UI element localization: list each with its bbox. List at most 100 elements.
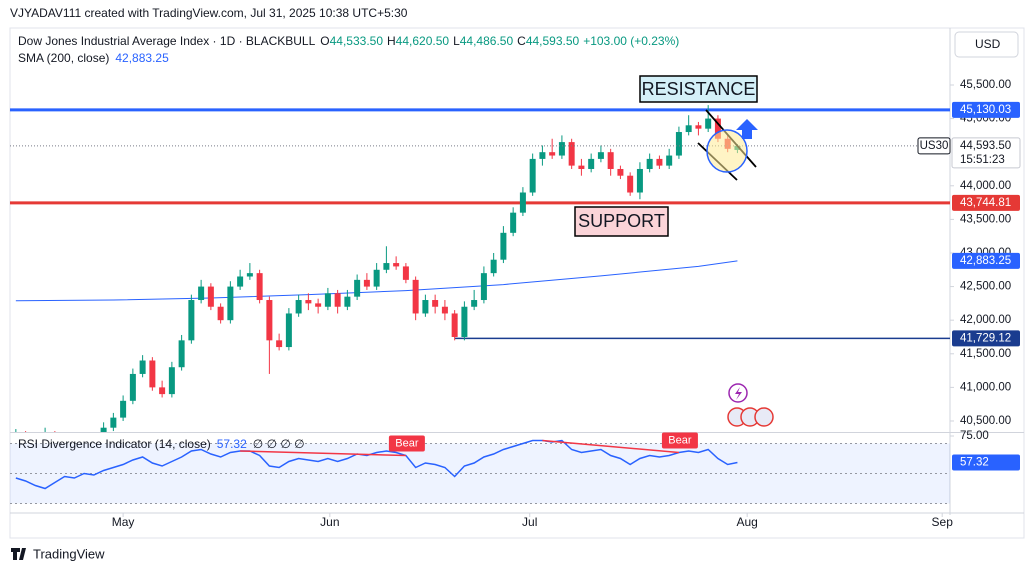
candle-body [558, 142, 565, 156]
candle-body [402, 266, 409, 280]
candle-body [168, 367, 175, 395]
currency: USD [975, 37, 1001, 51]
candle-body [100, 427, 107, 432]
annotation-box [574, 206, 669, 237]
candle-body [539, 152, 546, 159]
candle-body [451, 313, 458, 337]
divergence-line [240, 450, 406, 457]
divergence-label: Bear [395, 437, 419, 449]
up-arrow [736, 119, 758, 139]
candle-body [529, 158, 536, 193]
y-tick-label: 42,500.00 [960, 281, 1011, 293]
level-label: 43,744.81 [960, 197, 1011, 209]
candle-body [246, 273, 253, 277]
y-tick-label: 44,000.00 [960, 180, 1011, 192]
candle-body [675, 132, 682, 156]
flag-icon[interactable] [754, 407, 774, 427]
divergence-label: Bear [668, 434, 692, 446]
candle-body [256, 273, 263, 301]
candle-body [237, 276, 244, 287]
currency-button[interactable] [954, 31, 1019, 58]
candle-body [227, 286, 234, 321]
divergence-label-box [661, 432, 698, 449]
countdown: 15:51:23 [960, 154, 1005, 166]
sma-name: SMA (200, close) [18, 51, 109, 65]
x-tick-label: Aug [736, 515, 757, 529]
candle-body [178, 340, 185, 368]
level-label-box [952, 194, 1020, 211]
candle-body [627, 175, 634, 193]
ohlc-value: 44,620.50 [396, 34, 450, 48]
candle-body [480, 273, 487, 301]
ohlc-key: C [517, 34, 526, 48]
candle-body [159, 387, 166, 395]
ohlc-key: L [453, 34, 460, 48]
x-tick-label: Jun [320, 515, 339, 529]
candle-body [324, 293, 331, 307]
candle-body [344, 296, 351, 307]
rsi-legend: RSI Divergence Indicator (14, close) 57.3… [18, 437, 305, 451]
last-price: 44,593.50 [960, 140, 1011, 152]
candle-body [266, 300, 273, 341]
level-label: 41,729.12 [960, 332, 1011, 344]
overlay: RESISTANCE SUPPORT [574, 75, 774, 427]
y-tick-label: 40,500.00 [960, 415, 1011, 427]
sma-axis-label: 42,883.25 [960, 255, 1011, 267]
candle-body [714, 118, 721, 139]
candle-body [549, 152, 556, 156]
rsi-name: RSI Divergence Indicator (14, close) [18, 437, 211, 451]
rsi-axis-label: 57.32 [960, 457, 989, 469]
candle-body [393, 263, 400, 267]
level-label: 45,130.03 [960, 104, 1011, 116]
candle-body [490, 259, 497, 274]
sma-line [15, 260, 738, 302]
candle-body [500, 232, 507, 260]
candle-body [422, 300, 429, 314]
candle-body [705, 118, 712, 129]
candle-body [120, 400, 127, 418]
candle-body [315, 303, 322, 307]
candle-body [373, 269, 380, 287]
y-tick-label: 41,500.00 [960, 348, 1011, 360]
candle-body [217, 306, 224, 321]
change: +103.00 (+0.23%) [583, 34, 679, 48]
rsi-tick-label: 75.00 [960, 430, 989, 442]
y-tick-label: 45,500.00 [960, 79, 1011, 91]
candle-body [441, 306, 448, 314]
candle-body [588, 158, 595, 169]
candle-body [607, 152, 614, 169]
sma-axis-label-box [952, 252, 1020, 269]
footer: TradingView [33, 546, 105, 561]
candle-body [198, 286, 205, 301]
highlight-circle [706, 129, 748, 173]
sma-value: 42,883.25 [115, 51, 169, 65]
y-tick-label: 41,000.00 [960, 381, 1011, 393]
candle-body [207, 286, 214, 307]
candle-body [597, 152, 604, 159]
candle-body [276, 340, 283, 348]
candle-body [334, 293, 341, 307]
candle-body [110, 417, 117, 428]
candle-body [285, 313, 292, 348]
y-tick-label: 43,500.00 [960, 213, 1011, 225]
candle-body [656, 158, 663, 166]
candle-body [149, 360, 156, 388]
ohlc-value: 44,533.50 [330, 34, 384, 48]
candle-body [636, 168, 643, 193]
candle-body [510, 212, 517, 233]
candle-body [646, 158, 653, 169]
sma-legend: SMA (200, close) 42,883.25 [18, 51, 169, 65]
candle-body [685, 125, 692, 133]
candle-body [363, 279, 370, 287]
candle-body [568, 142, 575, 166]
price-pane [10, 105, 950, 432]
rsi-axis-label-box [952, 454, 1020, 471]
candle-body [305, 300, 312, 304]
x-tick-label: Jul [522, 515, 537, 529]
candle-body [471, 300, 478, 307]
candle-body [432, 300, 439, 307]
symbol-box [917, 137, 951, 155]
last-price-box [951, 137, 1021, 169]
